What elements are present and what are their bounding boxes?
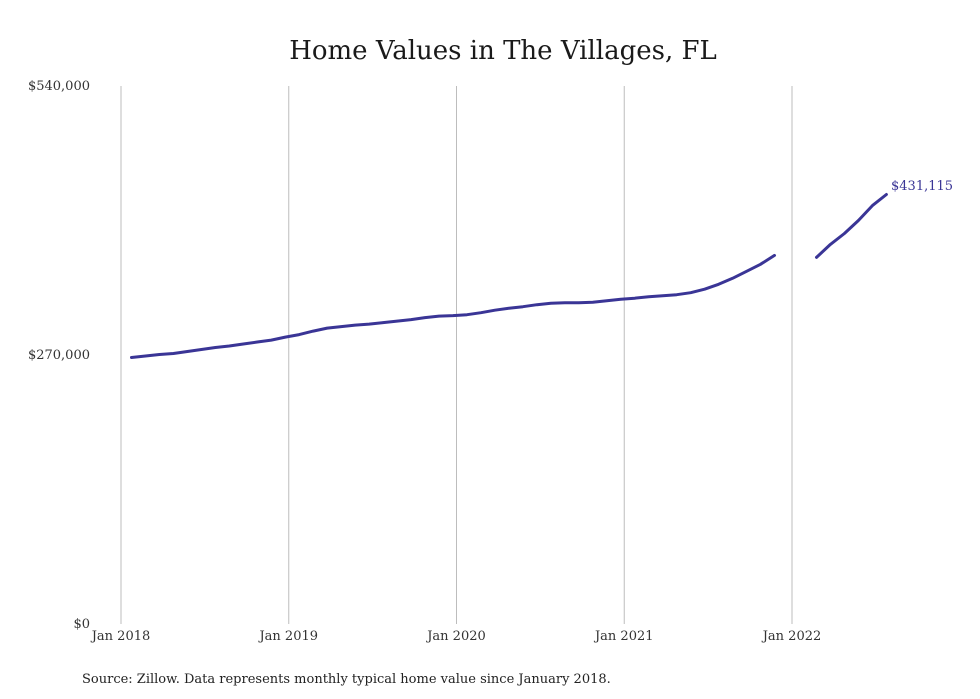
end-value-label: $431,115 (891, 179, 953, 194)
grid-lines (120, 86, 793, 624)
x-tick-label: Jan 2021 (593, 629, 654, 644)
y-tick-label: $270,000 (28, 348, 90, 363)
source-note: Source: Zillow. Data represents monthly … (82, 672, 611, 687)
x-axis-ticks: Jan 2018 Jan 2019 Jan 2020 Jan 2021 Jan 2022 (90, 629, 822, 644)
series-line-segment-0 (130, 253, 776, 359)
series-line-group (130, 193, 888, 359)
x-tick-label: Jan 2019 (257, 629, 318, 644)
y-axis-ticks: $540,000 $270,000 $0 (28, 79, 90, 632)
x-tick-label: Jan 2020 (425, 629, 486, 644)
x-tick-label: Jan 2022 (761, 629, 822, 644)
y-tick-label: $0 (73, 617, 90, 632)
x-tick-label: Jan 2018 (90, 629, 151, 644)
y-tick-label: $540,000 (28, 79, 90, 94)
chart-title: Home Values in The Villages, FL (289, 36, 717, 66)
series-line-segment-1 (815, 193, 888, 259)
